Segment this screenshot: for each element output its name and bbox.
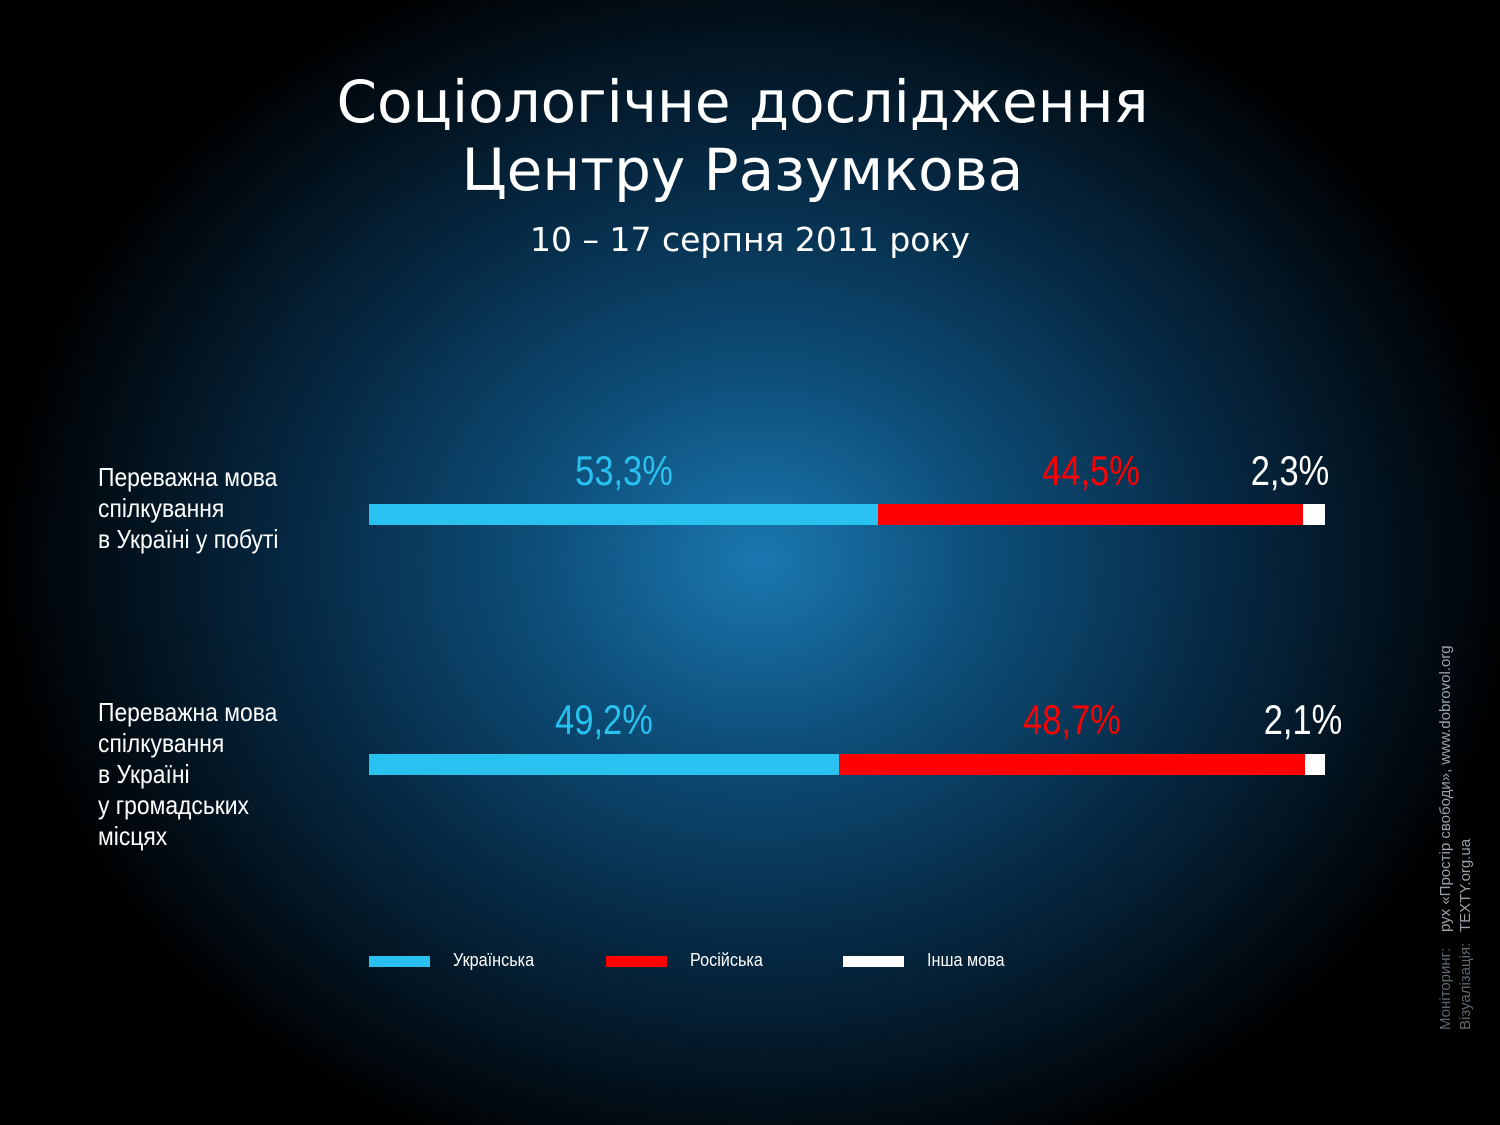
legend-swatch (606, 956, 667, 967)
bar-segment (369, 504, 878, 525)
row-label-line: місцях (98, 821, 168, 851)
data-label: 2,3% (1250, 447, 1330, 494)
legend-swatch (369, 956, 430, 967)
bar-segment (369, 754, 839, 775)
data-label: 44,5% (1041, 447, 1140, 494)
chart-title-line-2: Центру Разумкова (461, 136, 1024, 204)
chart-title: Соціологічне дослідження Центру Разумков… (0, 68, 1485, 204)
row-label-line: спілкування (98, 493, 225, 523)
bar-segment (878, 504, 1303, 525)
data-label: 49,2% (555, 696, 653, 743)
credits-visualization-caption: Візуалізація: (1457, 942, 1474, 1030)
row-label-2: Переважна мова спілкування в Україні у гром… (98, 697, 277, 852)
credits-visualization-value: TEXTY.org.ua (1457, 838, 1474, 932)
data-label: 53,3% (574, 447, 673, 494)
credits: Моніторинг: рух «Простір свободи», www.do… (1436, 610, 1480, 1030)
data-label: 2,1% (1263, 696, 1343, 743)
legend-label: Українська (453, 950, 535, 970)
credits-visualization: Візуалізація: TEXTY.org.ua (1456, 610, 1476, 1030)
row-label-line: спілкування (98, 728, 225, 758)
chart-title-line-1: Соціологічне дослідження (336, 68, 1149, 136)
bar-segment (1305, 754, 1325, 775)
credits-monitoring: Моніторинг: рух «Простір свободи», www.do… (1436, 610, 1456, 1030)
row-label-line: в Україні у побуті (98, 524, 279, 554)
row-label-line: у громадських (98, 790, 249, 820)
row-label-line: Переважна мова (98, 462, 278, 492)
data-label: 48,7% (1023, 696, 1121, 743)
legend-label: Російська (690, 950, 763, 970)
bar-segment (839, 754, 1305, 775)
bar-segment (1303, 504, 1325, 525)
credits-monitoring-caption: Моніторинг: (1437, 947, 1454, 1030)
row-label-1: Переважна мова спілкування в Україні у поб… (98, 462, 278, 555)
row-label-line: Переважна мова (98, 697, 278, 727)
legend-label: Інша мова (927, 950, 1005, 970)
chart-subtitle: 10 – 17 серпня 2011 року (530, 220, 970, 259)
row-label-line: в Україні (98, 759, 190, 789)
credits-monitoring-value: рух «Простір свободи», www.dobrovol.org (1437, 645, 1454, 932)
legend-swatch (843, 956, 904, 967)
